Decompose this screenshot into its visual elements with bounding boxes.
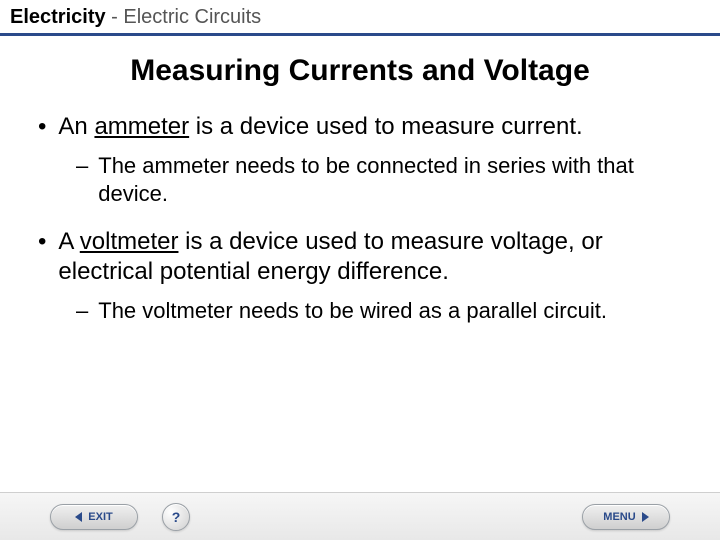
- bullet-dot-icon: •: [38, 227, 46, 257]
- footer-bar: EXIT ? MENU: [0, 492, 720, 540]
- bullet-ammeter: • An ammeter is a device used to measure…: [34, 112, 686, 142]
- slide-title: Measuring Currents and Voltage: [0, 54, 720, 88]
- help-button[interactable]: ?: [162, 503, 190, 531]
- menu-button[interactable]: MENU: [582, 504, 670, 530]
- exit-label: EXIT: [88, 511, 112, 523]
- footer-right-group: MENU: [582, 504, 670, 530]
- exit-button[interactable]: EXIT: [50, 504, 138, 530]
- subbullet-voltmeter: – The voltmeter needs to be wired as a p…: [76, 297, 686, 325]
- content-area: • An ammeter is a device used to measure…: [0, 112, 720, 325]
- menu-label: MENU: [603, 511, 635, 523]
- term-voltmeter: voltmeter: [80, 228, 179, 255]
- subbullet-text: The ammeter needs to be connected in ser…: [98, 152, 686, 207]
- arrow-right-icon: [642, 512, 649, 522]
- header-topic: Electricity: [10, 6, 106, 28]
- footer-left-group: EXIT ?: [50, 503, 190, 531]
- bullet-dash-icon: –: [76, 297, 88, 325]
- bullet-pre: A: [58, 228, 79, 255]
- question-icon: ?: [172, 509, 181, 525]
- bullet-text: An ammeter is a device used to measure c…: [58, 112, 582, 142]
- bullet-dot-icon: •: [38, 112, 46, 142]
- bullet-text: A voltmeter is a device used to measure …: [58, 227, 686, 287]
- bullet-pre: An: [58, 113, 94, 140]
- term-ammeter: ammeter: [94, 113, 189, 140]
- arrow-left-icon: [75, 512, 82, 522]
- header-bar: Electricity - Electric Circuits: [0, 0, 720, 31]
- subbullet-text: The voltmeter needs to be wired as a par…: [98, 297, 607, 325]
- subbullet-ammeter: – The ammeter needs to be connected in s…: [76, 152, 686, 207]
- bullet-dash-icon: –: [76, 152, 88, 180]
- bullet-voltmeter: • A voltmeter is a device used to measur…: [34, 227, 686, 287]
- header-rule: [0, 33, 720, 36]
- header-subtopic: - Electric Circuits: [106, 6, 262, 28]
- bullet-post: is a device used to measure current.: [189, 113, 583, 140]
